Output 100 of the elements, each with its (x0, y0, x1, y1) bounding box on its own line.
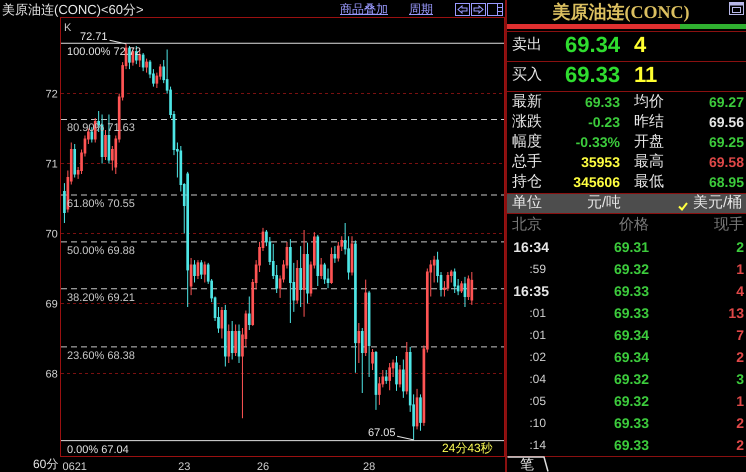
text: 4 (634, 32, 646, 58)
text: 卖出 (512, 36, 542, 54)
candlestick (460, 280, 463, 294)
text: :14 (529, 438, 546, 452)
y-tick-label: 69 (46, 298, 58, 310)
text: 69.32 (614, 370, 649, 388)
text: 元/吨 (586, 194, 622, 212)
text: 2 (736, 238, 744, 256)
text: 16:34 (513, 238, 549, 256)
candlestick (419, 394, 422, 432)
candlestick (302, 230, 306, 318)
candlestick (374, 350, 378, 410)
text: 68.95 (708, 174, 744, 190)
text: 1 (736, 260, 744, 278)
text: 35953 (581, 154, 620, 170)
candlestick (416, 388, 418, 430)
candlestick (395, 355, 398, 392)
candlestick (384, 369, 388, 384)
candlestick (358, 322, 360, 364)
text: 单位 (512, 194, 542, 212)
candlestick (453, 268, 456, 294)
text: :10 (529, 416, 546, 430)
candlestick (248, 296, 251, 331)
text: 13 (728, 304, 744, 322)
candlestick (402, 358, 405, 398)
text: 69.27 (708, 94, 744, 110)
candlestick (63, 182, 66, 224)
candlestick (320, 257, 323, 280)
text: 北京 (512, 216, 542, 234)
x-tick-label: 23 (178, 461, 190, 472)
y-tick-label: 71 (46, 158, 58, 170)
text: 幅度 (512, 133, 542, 151)
text: 均价 (634, 93, 664, 111)
text: 11 (634, 62, 658, 88)
text: 69.33 (614, 436, 649, 454)
candlestick (193, 260, 196, 283)
text: 69.34 (614, 326, 649, 344)
text: 69.33 (614, 414, 649, 432)
text: :05 (529, 394, 546, 408)
candlestick (190, 257, 192, 296)
text: 69.58 (708, 154, 744, 170)
y-tick-label: 68 (46, 368, 58, 380)
candlestick (398, 364, 402, 388)
text: 69.34 (565, 32, 620, 58)
text: 总手 (512, 153, 542, 171)
annotation: 72.71 (80, 31, 108, 43)
ref-line-label: 0.00% 67.04 (67, 444, 129, 456)
candlestick (73, 143, 76, 178)
text: 最低 (634, 173, 664, 191)
text: 69.25 (708, 134, 744, 150)
candlestick (330, 247, 333, 284)
text: :04 (529, 372, 546, 386)
candlestick (470, 271, 474, 306)
text: -0.23 (588, 114, 620, 130)
candlestick (323, 262, 326, 284)
text: 345606 (573, 174, 620, 190)
text: 69.32 (614, 260, 649, 278)
text: 买入 (512, 66, 542, 84)
text: 69.31 (614, 238, 649, 256)
candlestick (196, 260, 200, 280)
text: 69.33 (614, 282, 649, 300)
text: 持仓 (512, 173, 542, 191)
text: 涨跌 (512, 113, 542, 131)
y-tick-label: 70 (46, 228, 58, 240)
text: 最高 (634, 153, 664, 171)
candlestick (364, 279, 368, 356)
ref-line-label: 23.60% 68.38 (67, 350, 135, 362)
text: 美原油连(CONC) (552, 1, 690, 23)
text: -0.33% (576, 134, 620, 150)
text: 美元/桶 (693, 194, 742, 212)
candlestick (203, 260, 206, 283)
y-tick-label: 72 (46, 88, 58, 100)
text: 2 (736, 348, 744, 366)
candlestick (388, 362, 391, 391)
x-tick-label: 26 (256, 461, 270, 472)
text: 开盘 (634, 133, 664, 151)
candlestick (220, 306, 224, 339)
annotation: 67.05 (368, 427, 396, 439)
text: 现手 (714, 216, 744, 234)
candlestick (234, 324, 237, 356)
text: 笔 (520, 456, 534, 472)
text: :01 (529, 306, 546, 320)
candlestick (142, 52, 144, 72)
annotation: 24分43秒 (442, 441, 493, 455)
text: 69.32 (614, 392, 649, 410)
ref-line-label: 50.00% 69.88 (67, 245, 135, 257)
chart-title: 美原油连(CONC)<60分> (2, 2, 144, 18)
text: 3 (736, 370, 744, 388)
candlestick (238, 324, 240, 364)
text: 昨结 (634, 113, 664, 131)
candlestick (186, 171, 190, 308)
x-tick-label: 28 (362, 461, 376, 472)
text: 69.34 (614, 348, 649, 366)
candlestick (354, 240, 357, 374)
annotation: K (64, 22, 72, 35)
text: :01 (529, 328, 546, 342)
text: 价格 (619, 216, 649, 234)
candlestick (368, 290, 370, 378)
candlestick (405, 341, 408, 395)
candlestick (227, 324, 230, 364)
